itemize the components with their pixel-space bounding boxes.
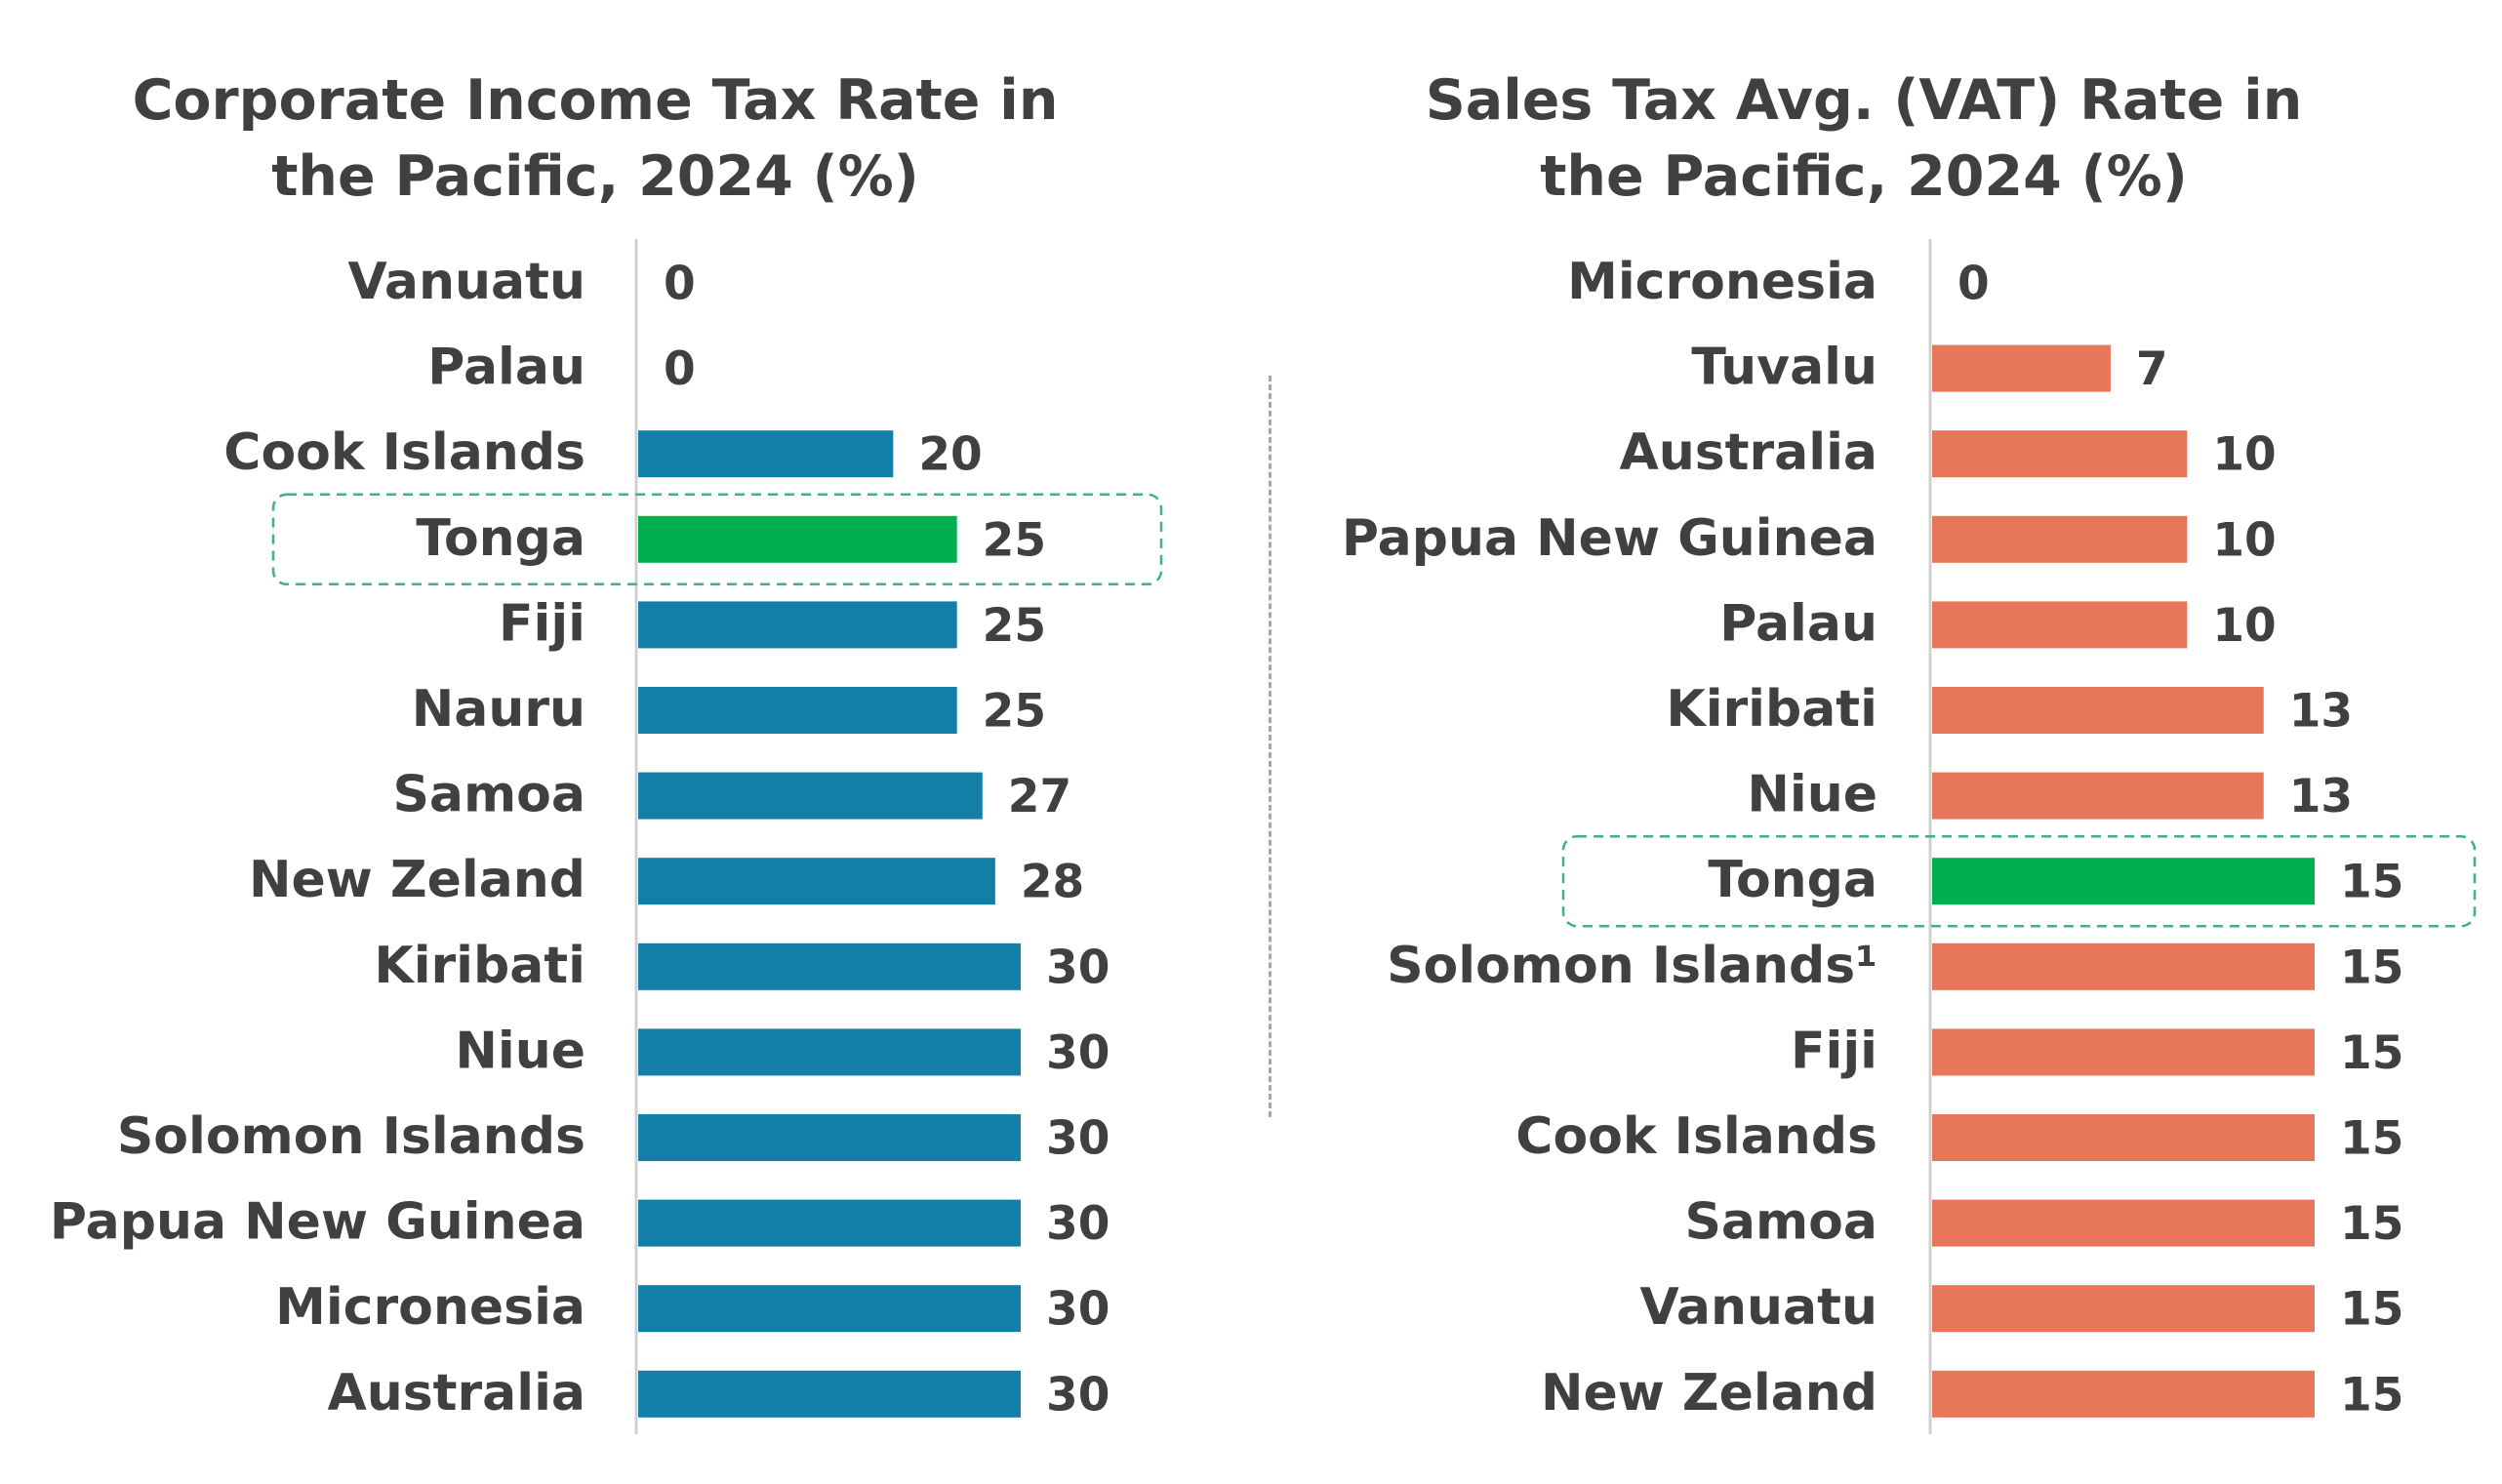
- cit-fiji-value-label: 25: [983, 599, 1046, 653]
- vat-new-zeland-value-label: 15: [2340, 1368, 2403, 1422]
- vat-tonga-category-label: Tonga: [1708, 851, 1877, 909]
- cit-samoa-value-label: 27: [1008, 770, 1071, 823]
- cit-fiji-bar: [638, 601, 957, 649]
- vat-australia-category-label: Australia: [1619, 423, 1877, 482]
- vat-palau-value-label: 10: [2212, 599, 2276, 653]
- cit-tonga-value-label: 25: [983, 513, 1046, 567]
- vat-samoa-value-label: 15: [2340, 1197, 2403, 1251]
- cit-cook-islands-value-label: 20: [918, 428, 982, 482]
- cit-micronesia-value-label: 30: [1046, 1283, 1110, 1337]
- cit-niue-bar: [638, 1028, 1021, 1076]
- cit-papua-new-guinea-value-label: 30: [1046, 1197, 1110, 1251]
- cit-solomon-islands-category-label: Solomon Islands: [117, 1107, 585, 1166]
- left-chart-title-line-1: Corporate Income Tax Rate in: [132, 68, 1059, 133]
- vat-tonga-value-label: 15: [2340, 856, 2403, 909]
- vat-fiji-category-label: Fiji: [1791, 1022, 1877, 1080]
- cit-cook-islands-category-label: Cook Islands: [223, 423, 585, 482]
- right-chart-title: Sales Tax Avg. (VAT) Rate in the Pacific…: [1347, 62, 2381, 215]
- cit-samoa-bar: [638, 772, 983, 820]
- cit-nauru-value-label: 25: [983, 685, 1046, 739]
- right-chart-title-line-2: the Pacific, 2024 (%): [1540, 144, 2188, 209]
- cit-micronesia-category-label: Micronesia: [275, 1278, 585, 1337]
- vat-fiji-value-label: 15: [2340, 1026, 2403, 1080]
- vat-new-zeland-bar: [1932, 1370, 2315, 1418]
- corporate-tax-bar-chart: Vanuatu 0 Palau 0 Cook Islands 20 Tonga 25 Fiji 2…: [50, 239, 1163, 1434]
- cit-new-zeland-bar: [638, 858, 995, 905]
- cit-tonga-category-label: Tonga: [416, 509, 585, 568]
- vat-tuvalu-bar: [1932, 344, 2111, 392]
- cit-niue-value-label: 30: [1046, 1026, 1110, 1080]
- vat-tuvalu-value-label: 7: [2136, 342, 2168, 396]
- vat-kiribati-category-label: Kiribati: [1666, 680, 1877, 739]
- cit-solomon-islands-bar: [638, 1114, 1021, 1161]
- vat-cook-islands-category-label: Cook Islands: [1515, 1107, 1877, 1166]
- cit-new-zeland-value-label: 28: [1021, 856, 1084, 909]
- vat-solomon-islands-bar: [1932, 943, 2315, 990]
- vat-niue-category-label: Niue: [1747, 766, 1877, 824]
- cit-papua-new-guinea-category-label: Papua New Guinea: [50, 1193, 585, 1252]
- vat-solomon-islands-value-label: 15: [2340, 941, 2403, 994]
- right-chart-title-line-1: Sales Tax Avg. (VAT) Rate in: [1425, 68, 2303, 133]
- vat-micronesia-category-label: Micronesia: [1567, 253, 1877, 311]
- cit-vanuatu-category-label: Vanuatu: [348, 253, 586, 311]
- cit-fiji-category-label: Fiji: [499, 594, 585, 653]
- vat-new-zeland-category-label: New Zeland: [1541, 1364, 1877, 1423]
- chart-divider: [1269, 376, 1271, 1117]
- cit-palau-category-label: Palau: [427, 339, 585, 397]
- cit-tonga-highlight-box: [271, 493, 1163, 586]
- vat-cook-islands-value-label: 15: [2340, 1112, 2403, 1166]
- vat-fiji-bar: [1932, 1028, 2315, 1076]
- vat-palau-bar: [1932, 601, 2188, 649]
- cit-kiribati-category-label: Kiribati: [374, 937, 585, 995]
- vat-kiribati-value-label: 13: [2289, 685, 2353, 739]
- vat-tonga-highlight-box: [1561, 834, 2477, 928]
- cit-australia-value-label: 30: [1046, 1368, 1110, 1422]
- vat-australia-value-label: 10: [2212, 428, 2276, 482]
- cit-kiribati-bar: [638, 943, 1021, 990]
- vat-vanuatu-category-label: Vanuatu: [1640, 1278, 1878, 1337]
- cit-solomon-islands-value-label: 30: [1046, 1112, 1110, 1166]
- cit-nauru-category-label: Nauru: [412, 680, 585, 739]
- cit-new-zeland-category-label: New Zeland: [249, 851, 585, 909]
- vat-cook-islands-bar: [1932, 1114, 2315, 1161]
- vat-palau-category-label: Palau: [1719, 594, 1877, 653]
- vat-tonga-bar: [1932, 858, 2315, 905]
- cit-tonga-bar: [638, 515, 957, 563]
- vat-vanuatu-bar: [1932, 1285, 2315, 1333]
- vat-papua-new-guinea-value-label: 10: [2212, 513, 2276, 567]
- left-chart-title-line-2: the Pacific, 2024 (%): [271, 144, 919, 209]
- vat-solomon-islands-category-label: Solomon Islands¹: [1387, 937, 1877, 995]
- vat-niue-value-label: 13: [2289, 770, 2353, 823]
- vat-kiribati-bar: [1932, 687, 2264, 734]
- cit-micronesia-bar: [638, 1285, 1021, 1333]
- vat-samoa-category-label: Samoa: [1684, 1193, 1877, 1252]
- cit-kiribati-value-label: 30: [1046, 941, 1110, 994]
- cit-vanuatu-value-label: 0: [664, 258, 696, 311]
- cit-australia-category-label: Australia: [327, 1364, 585, 1423]
- vat-micronesia-value-label: 0: [1957, 258, 1990, 311]
- cit-samoa-category-label: Samoa: [392, 766, 585, 824]
- vat-australia-bar: [1932, 430, 2188, 478]
- cit-palau-value-label: 0: [664, 342, 696, 396]
- cit-cook-islands-bar: [638, 430, 894, 478]
- vat-tuvalu-category-label: Tuvalu: [1691, 339, 1877, 397]
- vat-niue-bar: [1932, 772, 2264, 820]
- vat-samoa-bar: [1932, 1199, 2315, 1247]
- vat-papua-new-guinea-category-label: Papua New Guinea: [1342, 509, 1877, 568]
- cit-australia-bar: [638, 1370, 1021, 1418]
- cit-nauru-bar: [638, 687, 957, 734]
- cit-niue-category-label: Niue: [455, 1022, 585, 1080]
- left-chart-title: Corporate Income Tax Rate in the Pacific…: [39, 62, 1151, 215]
- vat-papua-new-guinea-bar: [1932, 515, 2188, 563]
- vat-vanuatu-value-label: 15: [2340, 1283, 2403, 1337]
- cit-papua-new-guinea-bar: [638, 1199, 1021, 1247]
